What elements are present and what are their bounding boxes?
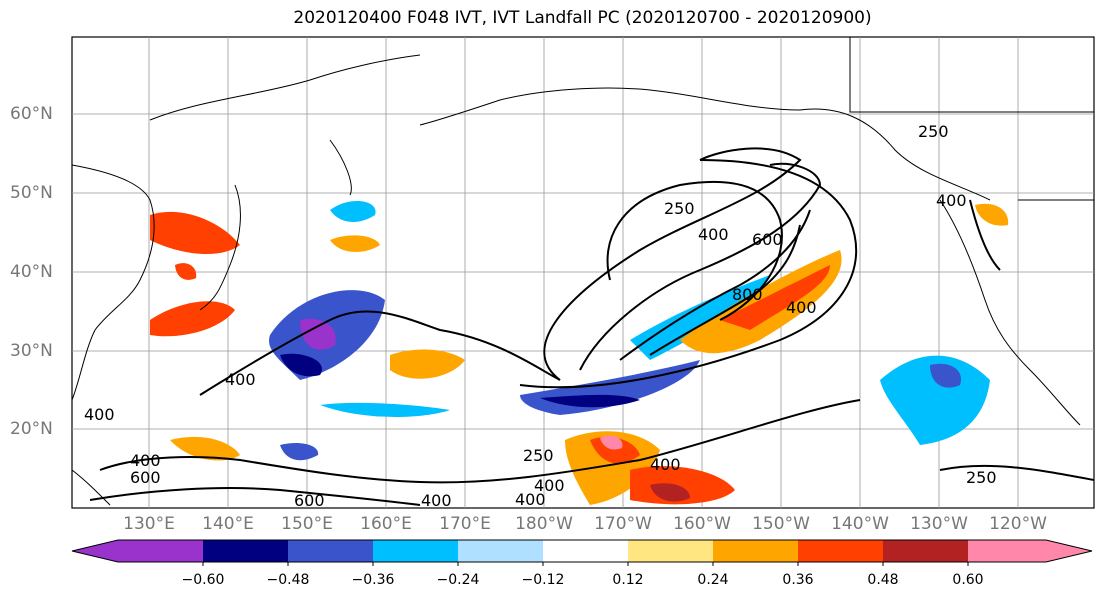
lon-label: 170°E <box>439 514 491 534</box>
contour-label: 400 <box>936 191 967 210</box>
lat-label: 20°N <box>10 419 53 439</box>
lon-label: 130°W <box>910 514 968 534</box>
lat-label: 50°N <box>10 183 53 203</box>
shading-positive <box>150 203 1009 505</box>
contour-label: 800 <box>732 285 763 304</box>
colorbar-cell <box>968 540 1046 562</box>
colorbar-tick-label: 0.60 <box>952 572 984 588</box>
colorbar-tick-label: −0.60 <box>181 572 225 588</box>
lon-label: 140°W <box>831 514 889 534</box>
colorbar-cell <box>373 540 458 562</box>
contour-label: 400 <box>650 455 681 474</box>
contour-label: 400 <box>225 370 256 389</box>
contour-label: 400 <box>786 298 817 317</box>
contour-label-group: 250 400 600 400 400 600 400 250 400 400 … <box>84 122 997 510</box>
colorbar <box>71 539 1093 566</box>
lon-label: 160°E <box>360 514 412 534</box>
colorbar-cell <box>118 540 203 562</box>
contour-label: 600 <box>752 230 783 249</box>
colorbar-cell <box>543 540 628 562</box>
contour-label: 400 <box>534 476 565 495</box>
contour-label: 400 <box>421 491 452 510</box>
contour-label: 250 <box>523 446 554 465</box>
lon-label: 170°W <box>594 514 652 534</box>
colorbar-cell <box>288 540 373 562</box>
contour-label: 400 <box>130 451 161 470</box>
lon-label: 130°E <box>123 514 175 534</box>
ivt-contours <box>89 147 1095 506</box>
lat-label: 30°N <box>10 341 53 361</box>
lat-label: 40°N <box>10 262 53 282</box>
lon-label: 180°W <box>515 514 573 534</box>
colorbar-tick-label: 0.48 <box>867 572 899 588</box>
colorbar-tick-label: −0.12 <box>521 572 565 588</box>
contour-label: 600 <box>130 468 161 487</box>
colorbar-tick-label: −0.48 <box>266 572 310 588</box>
colorbar-cell <box>458 540 543 562</box>
contour-label: 400 <box>84 405 115 424</box>
colorbar-cell <box>1046 540 1092 562</box>
lon-label: 120°W <box>989 514 1047 534</box>
contour-label: 250 <box>918 122 949 141</box>
lat-label: 60°N <box>10 104 53 124</box>
contour-label: 400 <box>515 490 546 509</box>
lon-label: 160°W <box>673 514 731 534</box>
lon-label: 150°E <box>281 514 333 534</box>
colorbar-cell <box>628 540 713 562</box>
colorbar-cell <box>203 540 288 562</box>
contour-label: 400 <box>698 225 729 244</box>
colorbar-cell <box>798 540 883 562</box>
colorbar-tick-label: −0.36 <box>351 572 395 588</box>
coastlines <box>71 37 1094 506</box>
contour-label: 250 <box>664 199 695 218</box>
colorbar-cell <box>883 540 968 562</box>
colorbar-tick-label: 0.12 <box>612 572 644 588</box>
contour-label: 600 <box>294 491 325 510</box>
contour-label: 250 <box>966 468 997 487</box>
colorbar-tick-label: −0.24 <box>436 572 480 588</box>
map-title: 2020120400 F048 IVT, IVT Landfall PC (20… <box>293 8 872 28</box>
colorbar-cell <box>72 540 118 562</box>
lon-label: 150°W <box>752 514 810 534</box>
colorbar-tick-label: 0.36 <box>782 572 814 588</box>
colorbar-tick-label: 0.24 <box>697 572 729 588</box>
lon-label: 140°E <box>202 514 254 534</box>
shading-negative <box>269 200 990 461</box>
colorbar-cell <box>713 540 798 562</box>
